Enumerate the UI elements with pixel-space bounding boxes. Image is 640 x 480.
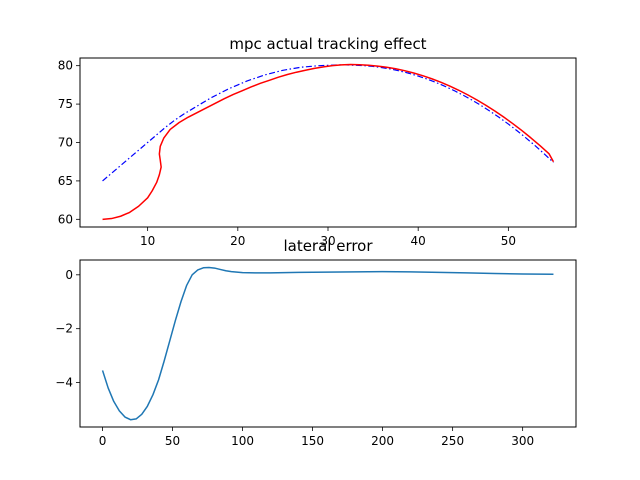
tracking-series-1-line [102,63,555,221]
lateral-error-x-tick-label: 300 [511,434,534,448]
lateral-error-x-tick-label: 50 [165,434,180,448]
lateral-error-x-tick-label: 200 [371,434,394,448]
tracking-y-tick-label: 75 [58,97,73,111]
lateral-error-x-tick-label: 100 [231,434,254,448]
tracking-series-0-line [102,64,554,182]
lateral-error-axes: lateral error 0 50 100 150 200 250 300 0 −2 −4 [55,237,577,448]
lateral-error-series-0-line [101,266,554,421]
tracking-title: mpc actual tracking effect [229,35,426,53]
tracking-y-tick-label: 60 [58,212,73,226]
tracking-x-tick-label: 50 [501,234,516,248]
lateral-error-x-tick-label: 0 [99,434,107,448]
tracking-x-tick-label: 40 [411,234,426,248]
lateral-error-title: lateral error [283,237,373,255]
lateral-error-x-tick-label: 250 [441,434,464,448]
tracking-x-tick-label: 10 [140,234,155,248]
tracking-x-tick-label: 30 [320,234,335,248]
tracking-y-tick-label: 80 [58,59,73,73]
lateral-error-y-tick-label: 0 [65,268,73,282]
tracking-y-tick-label: 70 [58,136,73,150]
lateral-error-y-tick-label: −4 [55,376,73,390]
lateral-error-y-tick-label: −2 [55,322,73,336]
tracking-y-tick-label: 65 [58,174,73,188]
lateral-error-x-tick-label: 150 [301,434,324,448]
tracking-x-tick-label: 20 [230,234,245,248]
tracking-axes: mpc actual tracking effect 10 20 30 40 50 60 6… [58,35,577,248]
lateral-error-plot-frame [79,259,577,428]
